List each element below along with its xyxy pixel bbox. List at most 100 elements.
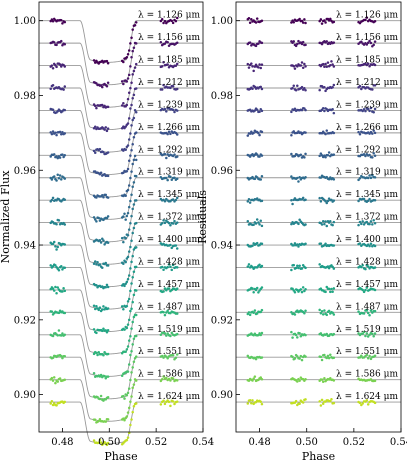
data-point-2-2-7 [326, 61, 330, 64]
data-point-0-0-3 [250, 18, 253, 21]
data-point-7-1-7 [298, 176, 301, 179]
data-point-2-2-12 [134, 62, 138, 66]
data-point-0-2-4 [125, 56, 129, 59]
data-point-0-0-10 [61, 22, 64, 25]
data-point-5-0-3 [250, 130, 253, 134]
data-point-10-0-6 [56, 245, 59, 249]
data-point-15-2-2 [320, 358, 324, 362]
data-point-16-2-9 [131, 386, 134, 389]
data-point-2-2-9 [131, 73, 134, 76]
data-point-0-1-11 [303, 18, 306, 21]
data-point-0-0-1 [247, 16, 251, 20]
data-point-13-2-1 [319, 311, 323, 315]
data-point-8-0-12 [260, 199, 264, 203]
data-point-7-1-5 [98, 219, 102, 222]
wavelength-label-5: λ = 1.266 μm [336, 123, 398, 133]
data-point-15-2-5 [126, 391, 130, 395]
data-point-11-1-1 [93, 307, 97, 311]
y-tick-label-1: 0.92 [211, 315, 233, 326]
data-point-0-1-0 [290, 21, 293, 24]
data-point-11-3-6 [167, 263, 171, 266]
data-point-0-2-1 [122, 60, 125, 64]
data-point-15-2-8 [327, 356, 331, 360]
data-point-8-3-4 [362, 197, 366, 201]
data-point-11-2-6 [127, 297, 131, 301]
data-point-16-2-12 [332, 379, 336, 382]
data-point-8-1-12 [106, 241, 110, 245]
data-point-13-0-11 [259, 310, 262, 314]
data-point-6-0-8 [255, 153, 259, 156]
data-point-3-1-9 [300, 85, 304, 89]
data-point-9-2-3 [124, 260, 127, 264]
data-point-7-3-12 [175, 177, 179, 181]
data-point-1-1-4 [294, 44, 298, 48]
data-point-15-2-2 [123, 397, 126, 400]
data-point-5-0-9 [257, 131, 260, 135]
data-point-16-0-6 [56, 380, 59, 383]
data-point-6-3-12 [175, 155, 179, 158]
data-point-4-0-12 [260, 109, 264, 113]
data-point-8-1-7 [101, 237, 104, 241]
data-point-2-2-10 [330, 60, 333, 63]
data-point-17-1-4 [294, 399, 298, 403]
data-point-12-1-8 [299, 288, 303, 291]
data-point-16-1-5 [296, 380, 299, 383]
data-point-9-3-4 [362, 223, 366, 226]
data-point-9-2-3 [321, 220, 325, 223]
data-point-10-1-10 [104, 285, 108, 289]
data-point-0-3-12 [373, 20, 377, 23]
data-point-9-1-0 [290, 222, 293, 226]
data-point-15-2-9 [131, 366, 134, 369]
data-point-4-3-9 [171, 108, 175, 112]
y-tick-label-0: 0.90 [14, 390, 36, 401]
data-point-12-0-9 [257, 291, 260, 294]
data-point-5-1-12 [304, 131, 307, 134]
data-point-13-0-1 [247, 311, 251, 314]
left-panel-normalized-flux: λ = 1.126 μm λ = 1.156 μm λ = 1.185 μm λ = … [0, 1, 214, 463]
data-point-16-0-1 [50, 376, 54, 380]
data-point-2-2-11 [331, 63, 334, 66]
data-point-5-1-0 [290, 133, 293, 137]
data-point-0-2-12 [134, 21, 138, 24]
data-point-4-2-12 [134, 110, 138, 114]
data-point-17-1-5 [98, 438, 102, 442]
data-point-2-1-2 [292, 65, 295, 68]
data-point-13-2-10 [132, 315, 136, 319]
data-point-7-0-11 [259, 178, 262, 181]
wavelength-label-4: λ = 1.239 μm [336, 100, 398, 110]
data-point-9-0-7 [57, 219, 61, 222]
data-point-3-2-10 [132, 93, 136, 97]
data-point-5-3-10 [371, 132, 374, 135]
data-point-16-3-7 [169, 379, 172, 382]
y-tick-label-1: 0.92 [14, 315, 36, 326]
data-point-12-2-12 [332, 287, 336, 290]
data-point-15-3-7 [366, 356, 370, 360]
data-point-3-0-11 [62, 88, 65, 91]
data-point-6-2-11 [133, 154, 137, 158]
data-point-9-3-12 [373, 221, 377, 225]
data-point-14-3-8 [368, 333, 371, 336]
data-point-11-1-6 [297, 266, 300, 270]
data-point-7-3-5 [166, 178, 169, 182]
data-point-13-3-3 [163, 313, 167, 317]
data-point-14-3-5 [364, 334, 367, 338]
data-point-13-2-5 [126, 345, 130, 348]
data-point-9-3-9 [369, 220, 373, 223]
data-point-13-2-3 [124, 350, 127, 353]
data-point-2-1-2 [95, 106, 98, 110]
data-point-17-1-0 [92, 439, 96, 442]
data-point-17-1-11 [105, 443, 109, 447]
data-point-4-2-11 [133, 108, 137, 112]
data-point-6-0-10 [61, 153, 64, 156]
data-point-13-2-4 [323, 309, 326, 312]
data-point-13-2-4 [125, 348, 129, 351]
data-point-12-0-6 [56, 286, 59, 289]
data-point-8-2-0 [318, 196, 321, 200]
data-point-0-2-7 [129, 42, 132, 45]
data-point-6-2-12 [332, 153, 336, 156]
data-point-17-2-9 [131, 410, 134, 414]
data-point-7-0-12 [63, 177, 67, 180]
data-point-13-2-7 [129, 334, 132, 338]
data-point-12-2-9 [131, 300, 134, 304]
data-point-15-3-9 [369, 357, 373, 361]
